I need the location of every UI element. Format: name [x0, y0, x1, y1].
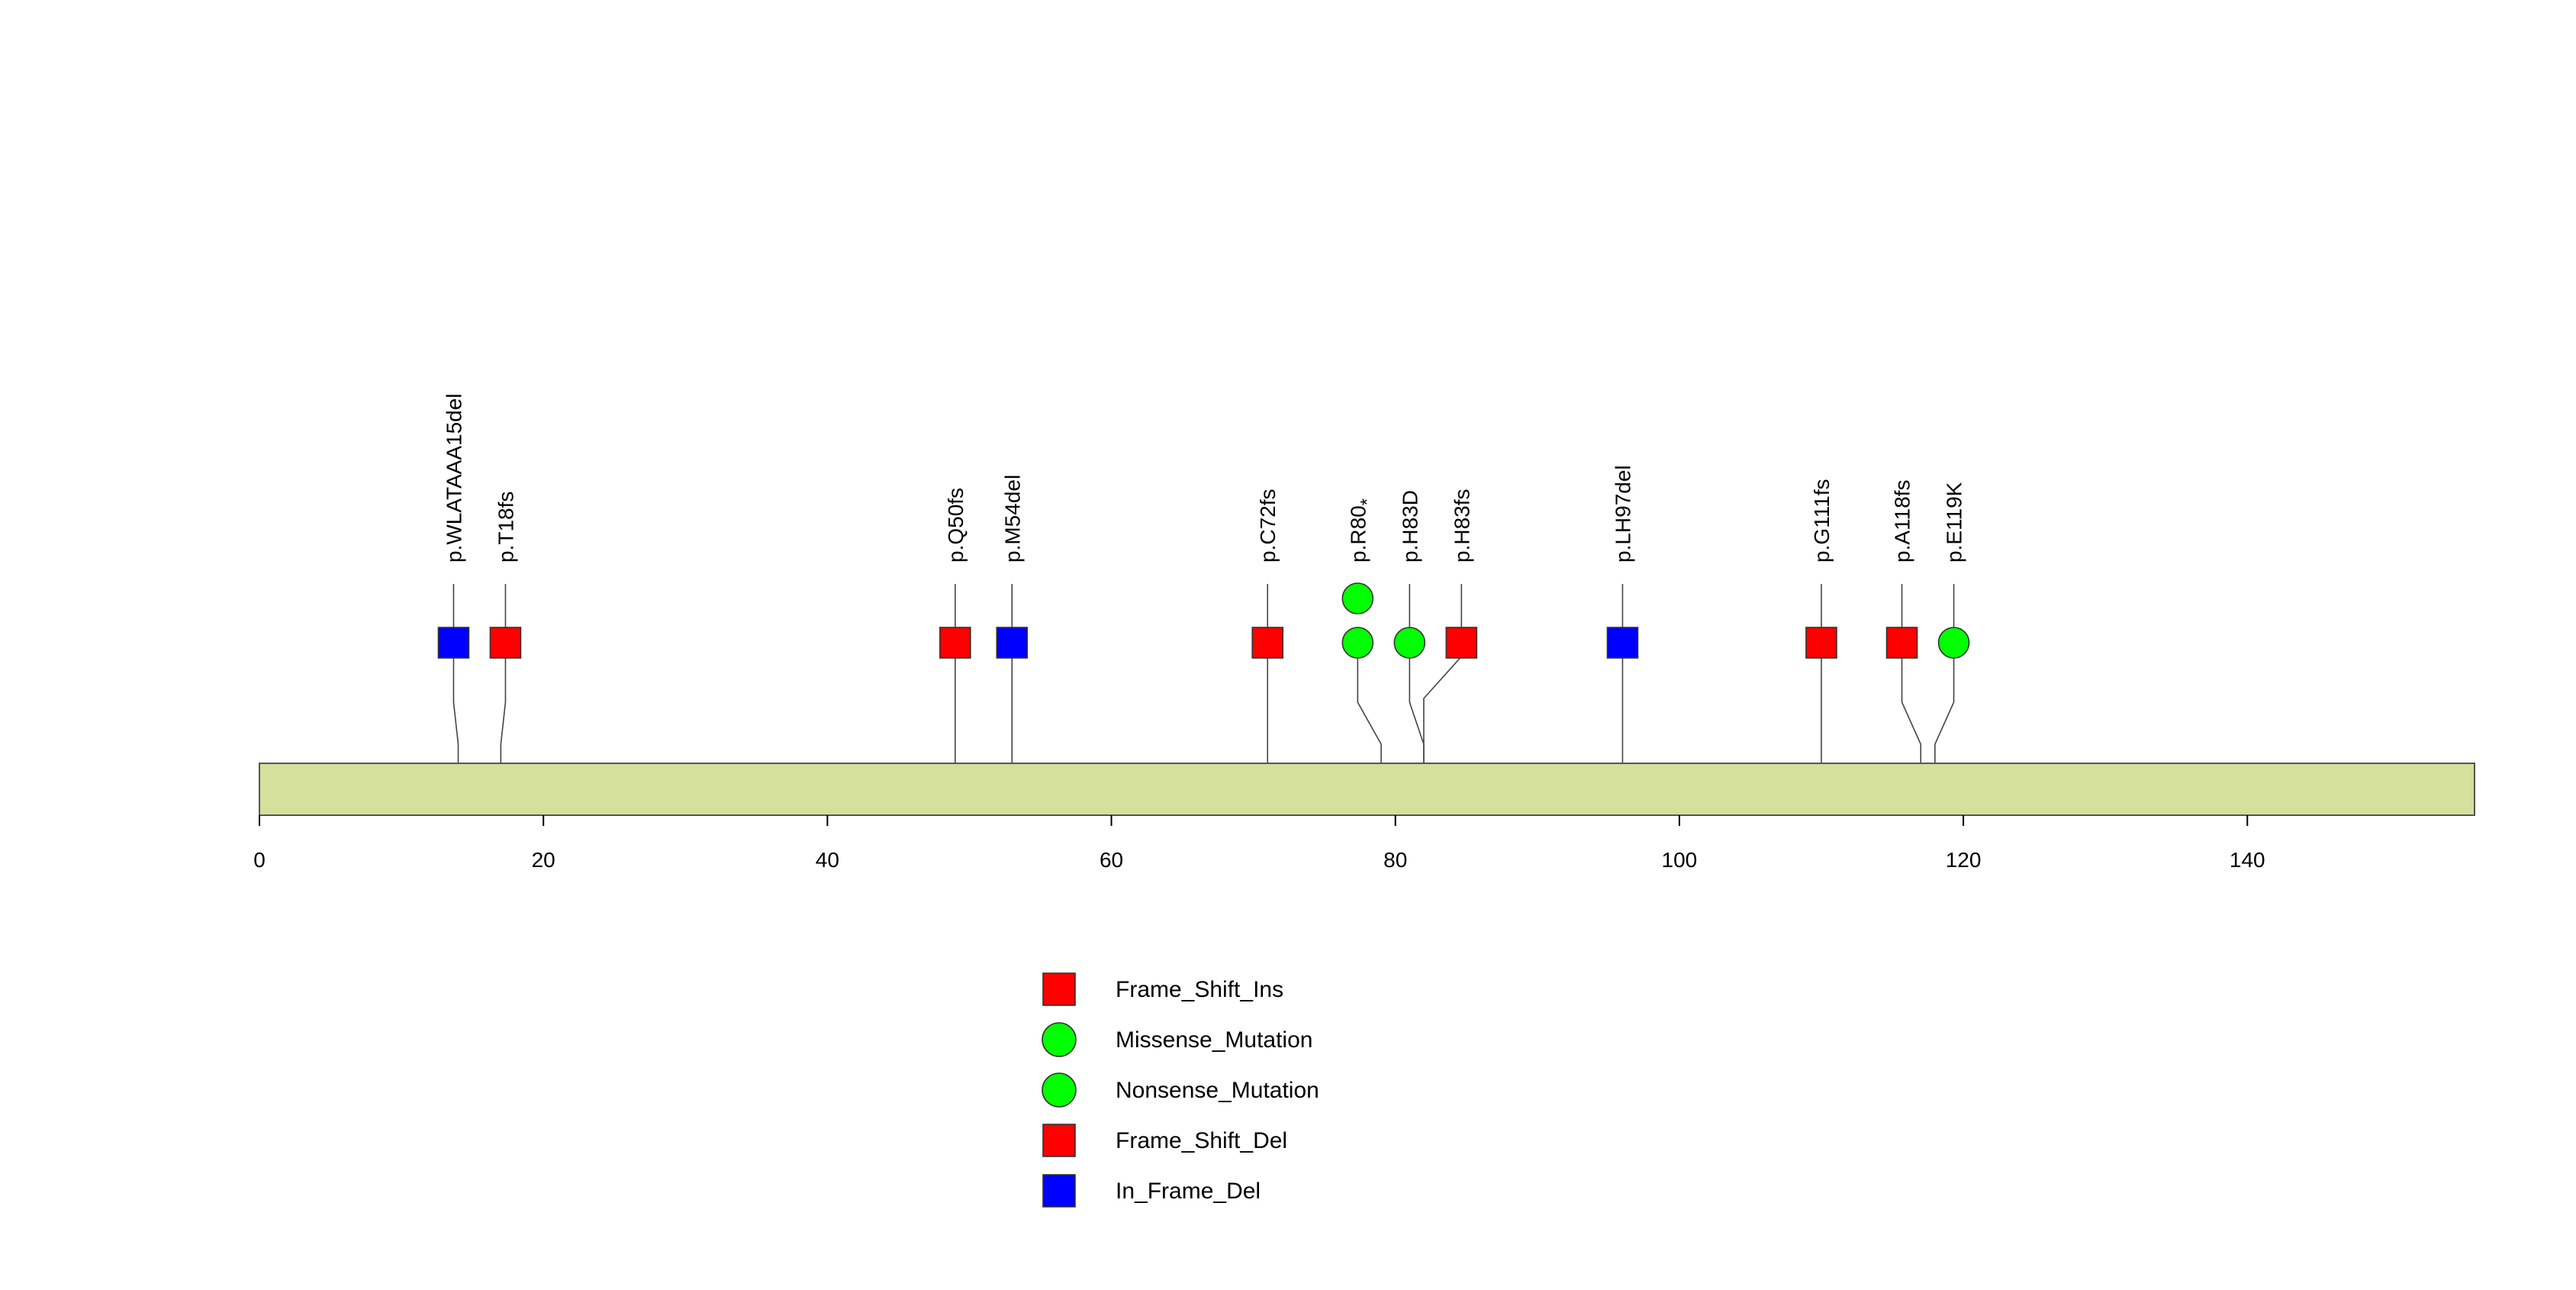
mutation-label: p.T18fs: [494, 492, 517, 563]
mutation-marker-nonsense-mutation: [1341, 627, 1374, 659]
mutation-marker-frame-shift-del: [489, 627, 522, 659]
mutation-label: p.LH97del: [1611, 465, 1634, 563]
mutation-stem: [1901, 643, 1922, 763]
mutation-label: p.C72fs: [1256, 489, 1280, 563]
x-tick-label: 60: [1100, 848, 1123, 872]
mutation-marker-missense-mutation: [1393, 627, 1426, 659]
legend-symbol-square: [1042, 972, 1076, 1006]
mutation-marker-missense-mutation: [1937, 627, 1970, 659]
mutation-label: p.R80*: [1346, 498, 1377, 563]
mutation-label: p.WLATAAA15del: [442, 393, 465, 563]
mutation-label: p.E119K: [1943, 482, 1966, 563]
x-tick-label: 20: [532, 848, 555, 872]
mutation-label: p.H83fs: [1450, 489, 1473, 563]
legend-label: Frame_Shift_Del: [1116, 1128, 1287, 1153]
mutation-marker-frame-shift-del: [1805, 627, 1837, 659]
markers-layer: [437, 582, 1970, 659]
mutation-marker-in-frame-del: [437, 627, 470, 659]
x-tick-label: 140: [2230, 848, 2265, 872]
mutation-label: p.Q50fs: [944, 488, 968, 563]
mutation-stem: [1423, 643, 1463, 763]
x-tick-label: 80: [1383, 848, 1407, 872]
protein-bar: [259, 763, 2475, 816]
mutation-marker-in-frame-del: [996, 627, 1029, 659]
mutation-marker-frame-shift-del: [1251, 627, 1284, 659]
legend-symbol-circle: [1042, 1022, 1077, 1057]
mutation-marker-frame-shift-del: [939, 627, 971, 659]
mutation-stem: [1357, 643, 1382, 763]
protein-layer: [259, 763, 2475, 816]
legend-label: Nonsense_Mutation: [1116, 1078, 1319, 1103]
legend-label: In_Frame_Del: [1116, 1179, 1261, 1204]
legend: Frame_Shift_Ins Missense_Mutation Nonsense…: [1042, 972, 1319, 1208]
legend-label: Missense_Mutation: [1116, 1027, 1312, 1053]
mutation-label: p.A118fs: [1891, 480, 1914, 563]
mutation-marker-nonsense-mutation: [1341, 582, 1374, 614]
x-axis: 0 20 40 60 80 100 120 140: [253, 815, 2265, 872]
mutation-label: p.G111fs: [1810, 479, 1834, 563]
mutation-marker-frame-shift-del: [1445, 627, 1478, 659]
legend-symbol-square: [1042, 1124, 1076, 1157]
x-tick-label: 120: [1946, 848, 1982, 872]
mutation-stem: [452, 643, 459, 763]
legend-symbol-circle: [1042, 1072, 1077, 1108]
stems-layer: [452, 584, 1955, 763]
mutation-stem: [1409, 643, 1425, 763]
mutation-marker-frame-shift-del: [1885, 627, 1918, 659]
x-tick-label: 100: [1662, 848, 1698, 872]
mutation-label: p.H83D: [1398, 490, 1422, 563]
mutation-label: p.M54del: [1000, 475, 1024, 563]
x-tick-label: 40: [816, 848, 839, 872]
legend-symbol-square: [1042, 1174, 1076, 1208]
legend-label: Frame_Shift_Ins: [1116, 977, 1283, 1002]
x-tick-label: 0: [253, 848, 266, 872]
mutation-labels: p.WLATAAA15del p.T18fs p.Q50fs p.M54del p.C7…: [442, 393, 1966, 563]
mutation-marker-in-frame-del: [1606, 627, 1639, 659]
mutation-stem: [500, 643, 507, 763]
mutation-stem: [1934, 643, 1955, 763]
